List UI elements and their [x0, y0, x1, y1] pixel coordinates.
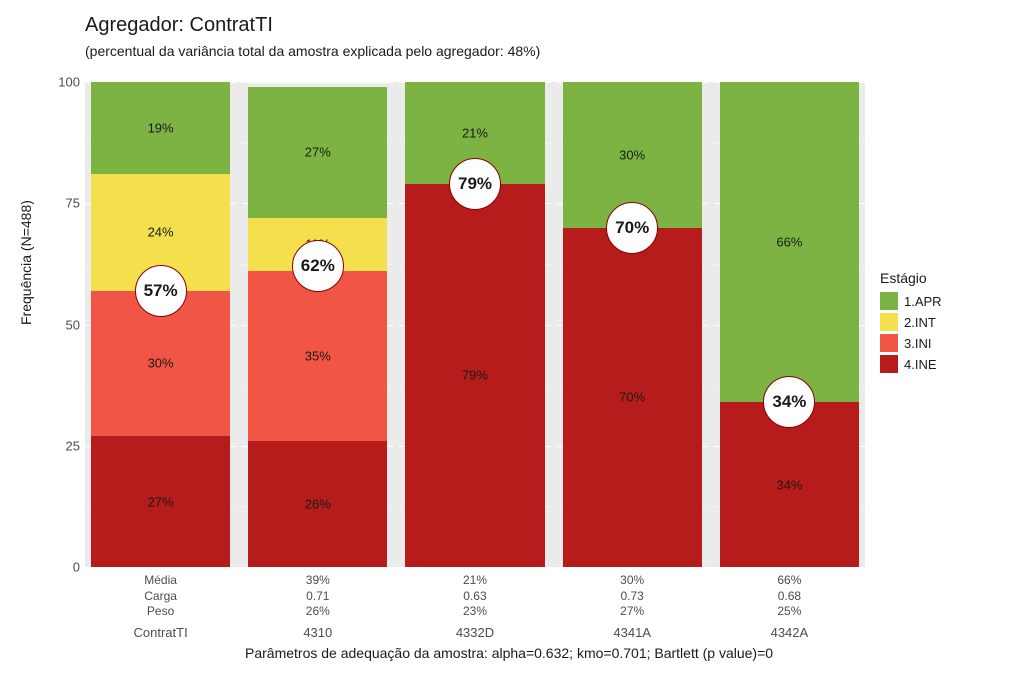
panel: 34% 66% — [714, 82, 865, 567]
panel: 79% 21% — [399, 82, 550, 567]
bubble-label: 62% — [292, 240, 344, 292]
legend-items: 1.APR 2.INT 3.INI 4.INE — [880, 292, 942, 373]
bubble-label: 57% — [135, 265, 187, 317]
legend-title: Estágio — [880, 270, 942, 286]
x-tick-lines: 66%0.6825% — [714, 573, 865, 620]
panel: 27% 30% 24% 19% — [85, 82, 236, 567]
segment-label: 34% — [776, 477, 802, 492]
x-category-label: 4342A — [714, 625, 865, 640]
segment-label: 30% — [148, 356, 174, 371]
bar-stack: 79% 21% — [405, 82, 544, 567]
legend-item: 1.APR — [880, 292, 942, 310]
bar-segment: 27% — [91, 436, 230, 567]
legend-key — [880, 334, 898, 352]
chart-title: Agregador: ContratTI — [85, 14, 540, 37]
segment-label: 79% — [462, 368, 488, 383]
panel: 26%35%11%27% — [242, 82, 393, 567]
legend-label: 4.INE — [904, 357, 937, 372]
y-tick: 50 — [40, 317, 80, 332]
bar-segment: 19% — [91, 82, 230, 174]
chart-container: Agregador: ContratTI (percentual da vari… — [0, 0, 1024, 682]
y-tick: 0 — [40, 560, 80, 575]
x-category-label: 4332D — [399, 625, 550, 640]
bar-stack: 70% 30% — [563, 82, 702, 567]
segment-label: 30% — [619, 147, 645, 162]
segment-label: 21% — [462, 125, 488, 140]
bar-segment: 27% — [248, 87, 387, 218]
y-tick: 75 — [40, 196, 80, 211]
legend-label: 2.INT — [904, 315, 936, 330]
legend-item: 2.INT — [880, 313, 942, 331]
x-tick-lines: 39%0.7126% — [242, 573, 393, 620]
legend-key — [880, 355, 898, 373]
x-tick-lines: MédiaCargaPeso — [85, 573, 236, 620]
y-tick: 100 — [40, 75, 80, 90]
segment-label: 27% — [148, 494, 174, 509]
bar-segment: 70% — [563, 228, 702, 568]
bar-stack: 26%35%11%27% — [248, 82, 387, 567]
legend-key — [880, 292, 898, 310]
segment-label: 27% — [305, 145, 331, 160]
x-tick-lines: 30%0.7327% — [557, 573, 708, 620]
bar-segment: 79% — [405, 184, 544, 567]
y-axis-label: Frequência (N=488) — [18, 200, 34, 325]
x-tick-lines: 21%0.6323% — [399, 573, 550, 620]
bar-segment: 35% — [248, 271, 387, 441]
y-tick: 25 — [40, 438, 80, 453]
segment-label: 70% — [619, 390, 645, 405]
legend-key — [880, 313, 898, 331]
x-category-label: 4341A — [557, 625, 708, 640]
bubble-label: 79% — [449, 158, 501, 210]
segment-label: 24% — [148, 225, 174, 240]
legend-label: 1.APR — [904, 294, 942, 309]
legend-item: 4.INE — [880, 355, 942, 373]
title-block: Agregador: ContratTI (percentual da vari… — [85, 14, 540, 59]
bar-stack: 27% 30% 24% 19% — [91, 82, 230, 567]
bottom-note: Parâmetros de adequação da amostra: alph… — [245, 645, 773, 661]
segment-label: 19% — [148, 121, 174, 136]
legend-label: 3.INI — [904, 336, 931, 351]
plot-area: 27%30%24%19%26%35%11%27%79%21%70%30%34%6… — [85, 82, 865, 567]
chart-subtitle: (percentual da variância total da amostr… — [85, 43, 540, 59]
bar-stack: 34% 66% — [720, 82, 859, 567]
segment-label: 66% — [776, 235, 802, 250]
segment-label: 35% — [305, 349, 331, 364]
segment-label: 26% — [305, 496, 331, 511]
x-category-label: ContratTI — [85, 625, 236, 640]
bubble-label: 34% — [763, 376, 815, 428]
panel: 70% 30% — [557, 82, 708, 567]
bar-segment: 66% — [720, 82, 859, 402]
legend-item: 3.INI — [880, 334, 942, 352]
legend: Estágio 1.APR 2.INT 3.INI 4.INE — [880, 270, 942, 376]
bubble-label: 70% — [606, 202, 658, 254]
x-category-label: 4310 — [242, 625, 393, 640]
bar-segment: 26% — [248, 441, 387, 567]
